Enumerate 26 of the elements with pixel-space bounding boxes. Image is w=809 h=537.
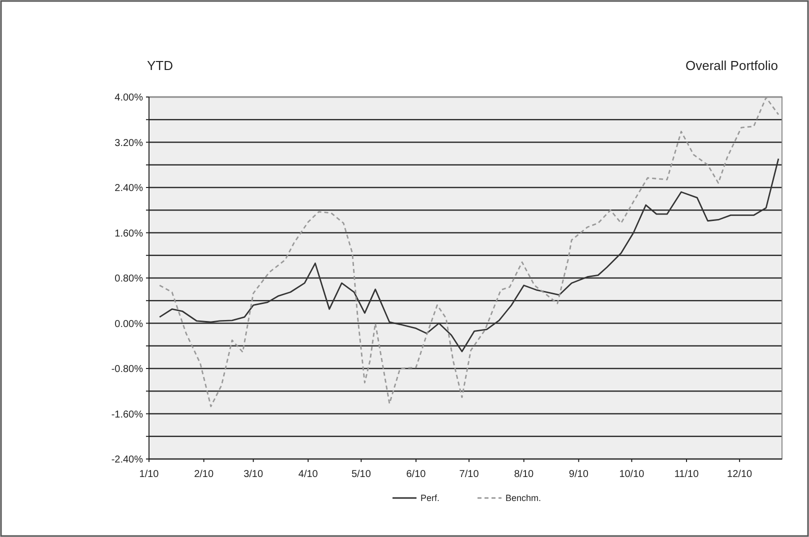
line-series: [158, 96, 780, 408]
y-tick-label: 3.20%: [114, 138, 144, 149]
x-tick-label: 8/10: [514, 469, 534, 480]
y-tick-label: 0.00%: [114, 318, 144, 330]
y-tick-label: 0.80%: [114, 274, 144, 284]
y-tick-label: 1.60%: [114, 228, 144, 240]
y-tick-label: 2.40%: [114, 183, 144, 194]
legend-label: Benchm.: [506, 493, 542, 504]
x-tick-label: 5/10: [351, 469, 372, 480]
chart-subtitle: Overall Portfolio: [686, 58, 778, 73]
x-tick-label: 3/10: [244, 469, 264, 480]
x-tick-label: 9/10: [568, 469, 589, 480]
y-tick-label: -1.60%: [111, 409, 144, 420]
x-tick-label: 4/10: [298, 469, 318, 480]
legend-label: Perf.: [420, 493, 440, 504]
x-tick-label: 6/10: [406, 469, 426, 480]
y-tick-label: -2.40%: [111, 454, 144, 466]
y-tick-label: -0.80%: [111, 364, 144, 375]
x-tick-label: 10/10: [619, 469, 645, 480]
y-tick-label: 4.00%: [114, 92, 144, 104]
chart-title: YTD: [147, 58, 173, 73]
x-tick-label: 7/10: [459, 469, 480, 480]
x-tick-label: 11/10: [674, 469, 700, 480]
x-tick-label: 12/10: [727, 469, 753, 480]
x-tick-label: 1/10: [139, 469, 160, 480]
x-tick-label: 2/10: [194, 469, 214, 480]
